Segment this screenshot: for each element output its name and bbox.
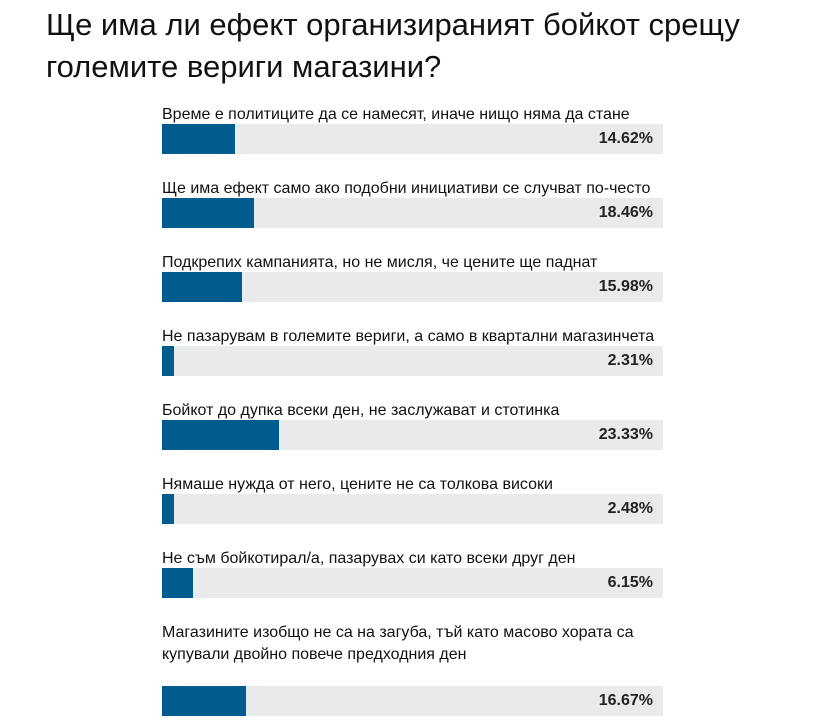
poll-option-label: Магазините изобщо не са на загуба, тъй к… xyxy=(162,624,634,663)
result-bar-fill xyxy=(162,346,174,376)
result-percent: 6.15% xyxy=(607,574,653,591)
poll-option-label: Нямаше нужда от него, цените не са толко… xyxy=(162,476,553,493)
poll-option: Не пазарувам в големите вериги, а само в… xyxy=(162,326,663,400)
result-percent: 18.46% xyxy=(598,204,653,221)
result-bar-fill xyxy=(162,494,175,524)
poll-option-label: Подкрепих кампанията, но не мисля, че це… xyxy=(162,254,598,271)
result-percent: 2.48% xyxy=(607,500,653,517)
poll-option-label: Време е политиците да се намесят, иначе … xyxy=(162,106,630,123)
result-bar-track: 23.33% xyxy=(162,420,663,450)
result-percent: 23.33% xyxy=(598,426,653,443)
poll-option: Ще има ефект само ако подобни инициативи… xyxy=(162,178,663,252)
poll-option: Магазините изобщо не са на загуба, тъй к… xyxy=(162,622,663,718)
poll-option: Подкрепих кампанията, но не мисля, че це… xyxy=(162,252,663,326)
result-bar-fill xyxy=(162,198,255,228)
result-bar-fill xyxy=(162,568,193,598)
poll-option: Нямаше нужда от него, цените не са толко… xyxy=(162,474,663,548)
poll-option-label: Не пазарувам в големите вериги, а само в… xyxy=(162,328,655,345)
poll-option: Време е политиците да се намесят, иначе … xyxy=(162,104,663,178)
poll-option-label: Не съм бойкотирал/а, пазарувах си като в… xyxy=(162,550,576,567)
result-bar-track: 16.67% xyxy=(162,686,663,716)
result-bar-track: 2.48% xyxy=(162,494,663,524)
result-bar-track: 2.31% xyxy=(162,346,663,376)
result-percent: 16.67% xyxy=(598,692,653,709)
poll-option-label: Ще има ефект само ако подобни инициативи… xyxy=(162,180,651,197)
poll-results: Време е политиците да се намесят, иначе … xyxy=(162,104,663,718)
result-percent: 15.98% xyxy=(598,278,653,295)
poll-option-label: Бойкот до дупка всеки ден, не заслужават… xyxy=(162,402,560,419)
poll-option: Не съм бойкотирал/а, пазарувах си като в… xyxy=(162,548,663,622)
result-bar-track: 18.46% xyxy=(162,198,663,228)
result-bar-track: 14.62% xyxy=(162,124,663,154)
result-bar-fill xyxy=(162,124,236,154)
result-percent: 2.31% xyxy=(607,352,653,369)
poll-option: Бойкот до дупка всеки ден, не заслужават… xyxy=(162,400,663,474)
result-bar-fill xyxy=(162,686,246,716)
result-bar-fill xyxy=(162,272,243,302)
result-bar-track: 15.98% xyxy=(162,272,663,302)
result-bar-fill xyxy=(162,420,279,450)
poll-title: Ще има ли ефект организираният бойкот ср… xyxy=(46,7,740,84)
result-percent: 14.62% xyxy=(598,130,653,147)
result-bar-track: 6.15% xyxy=(162,568,663,598)
